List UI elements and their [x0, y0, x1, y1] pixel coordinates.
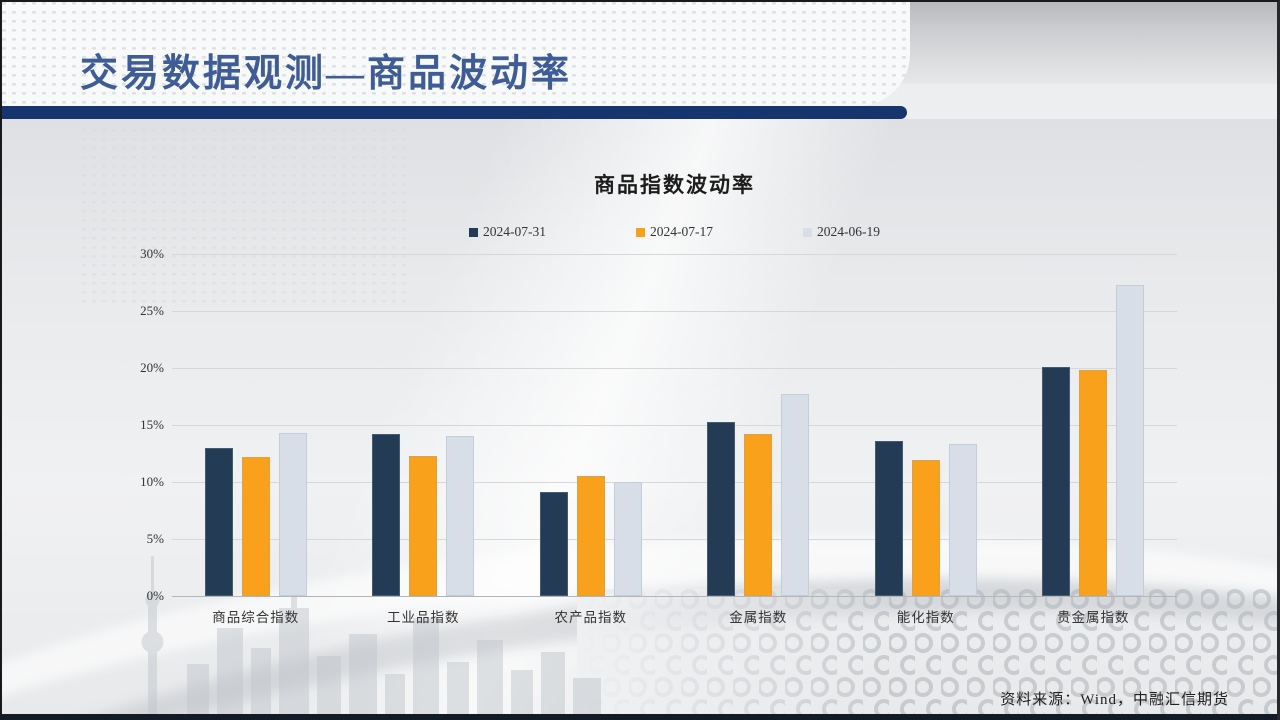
y-tick-label: 15%	[140, 417, 164, 432]
legend-item: 2024-06-19	[803, 224, 880, 240]
chart-legend: 2024-07-31 2024-07-17 2024-06-19	[172, 224, 1177, 240]
bar-2024-06-19	[613, 482, 642, 596]
y-tick-label: 10%	[140, 474, 164, 489]
x-category-label: 商品综合指数	[212, 610, 300, 625]
bar-2024-06-19	[1116, 284, 1145, 596]
bar-group	[539, 476, 642, 596]
y-tick-label: 5%	[146, 531, 164, 546]
data-source-note: 资料来源：Wind，中融汇信期货	[1000, 692, 1229, 708]
grid-line: 25%	[140, 303, 1177, 318]
bar-2024-07-31	[539, 492, 568, 596]
slide-body: 商品指数波动率 2024-07-31 2024-07-17 2024-06-19 0…	[2, 119, 1277, 714]
y-tick-label: 25%	[140, 303, 164, 318]
bottom-accent-bar	[2, 714, 1277, 720]
grid-line: 15%	[140, 417, 1177, 432]
bar-2024-07-31	[1042, 366, 1071, 596]
x-category-label: 能化指数	[896, 610, 955, 625]
legend-label: 2024-06-19	[817, 224, 880, 239]
bar-2024-07-17	[241, 456, 270, 596]
y-tick-label: 30%	[140, 246, 164, 261]
bar-2024-06-19	[446, 436, 475, 596]
bar-2024-07-31	[204, 447, 233, 596]
bar-2024-07-17	[911, 460, 940, 596]
bar-2024-07-31	[372, 434, 401, 596]
chart-title: 商品指数波动率	[594, 173, 755, 197]
bar-2024-07-31	[707, 421, 736, 596]
bar-2024-06-19	[278, 432, 307, 596]
bar-2024-07-17	[576, 476, 605, 596]
dotted-map-pattern	[2, 2, 910, 106]
dotted-map-decoration	[82, 129, 412, 309]
x-category-label: 农产品指数	[554, 610, 627, 625]
legend-marker	[803, 227, 812, 237]
grid-line: 30%	[140, 246, 1177, 261]
legend-label: 2024-07-31	[483, 224, 546, 239]
legend-marker	[469, 227, 478, 237]
legend-item: 2024-07-31	[469, 224, 546, 240]
city-skyline-decoration	[141, 556, 601, 714]
x-axis-line: 0%	[147, 588, 1177, 603]
bar-2024-06-19	[948, 444, 977, 596]
bar-chart-plot-area: 0% 5% 10% 15% 20% 25% 30% 商品综合指数 工业品指数 农产品指数 金属指数 能…	[140, 246, 1177, 625]
y-tick-label: 20%	[140, 360, 164, 375]
legend-item: 2024-07-17	[636, 224, 713, 240]
honeycomb-decoration	[577, 589, 1277, 714]
legend-marker	[636, 227, 645, 237]
bar-group	[1042, 284, 1145, 596]
grid-line: 5%	[147, 531, 1177, 546]
x-category-label: 工业品指数	[387, 610, 460, 625]
bar-group	[204, 432, 307, 596]
y-tick-label: 0%	[146, 588, 164, 603]
bar-2024-07-17	[1079, 370, 1108, 596]
x-category-label: 贵金属指数	[1057, 610, 1130, 625]
grid-line: 20%	[140, 360, 1177, 375]
page-title: 交易数据观测—商品波动率	[80, 53, 573, 95]
header-panel	[2, 2, 910, 106]
bar-group	[372, 434, 475, 596]
bar-group	[707, 394, 810, 596]
bar-2024-06-19	[781, 394, 810, 596]
grid-line: 10%	[140, 474, 1177, 489]
x-category-label: 金属指数	[729, 610, 788, 625]
legend-label: 2024-07-17	[650, 224, 713, 239]
header-divider-bar	[2, 106, 907, 119]
bar-2024-07-31	[874, 440, 903, 596]
bar-group	[874, 440, 977, 596]
bar-2024-07-17	[409, 455, 438, 596]
bar-2024-07-17	[744, 434, 773, 596]
